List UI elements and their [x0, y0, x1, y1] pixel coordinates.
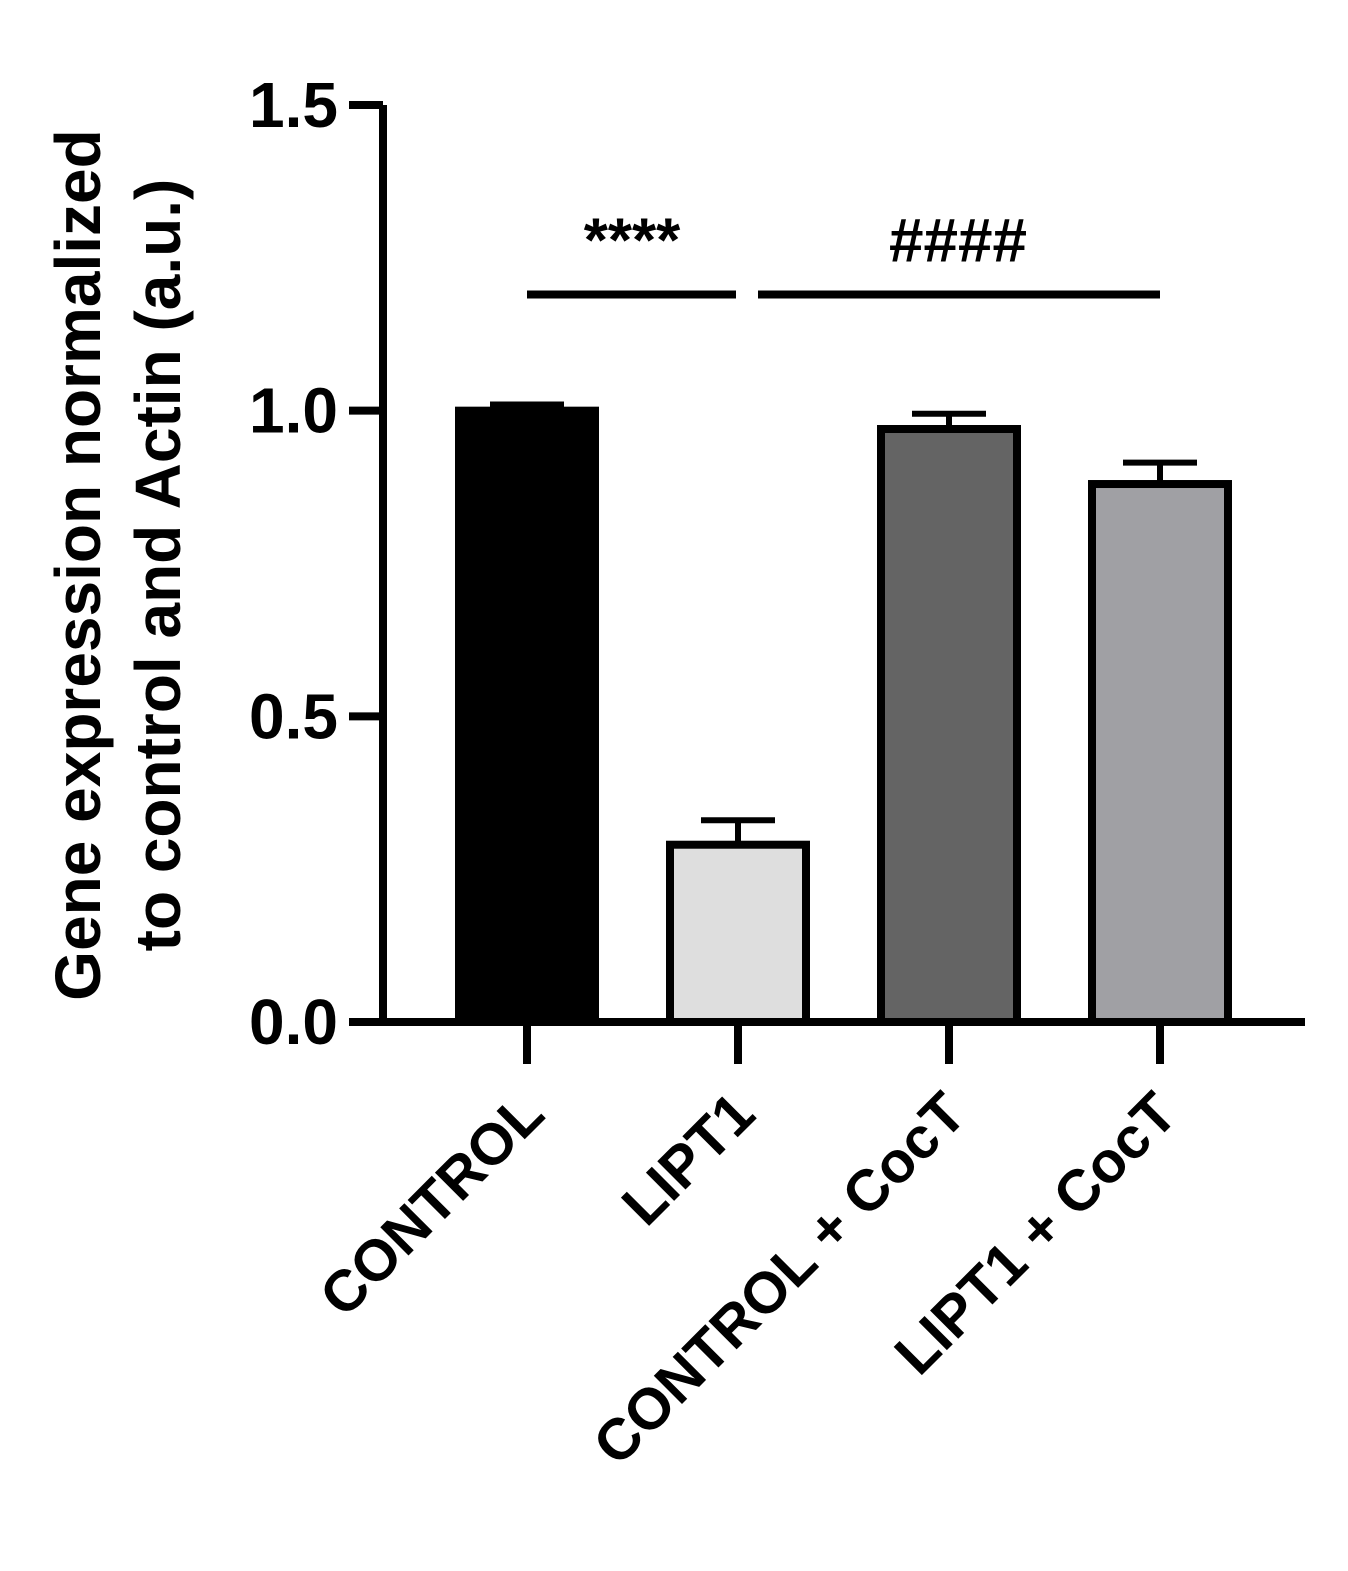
y-tick-label-3: 1.5 [249, 69, 338, 141]
x-tick-label-0: CONTROL [307, 1080, 556, 1329]
x-tick-label-2: CONTROL + CocT [581, 1080, 978, 1477]
y-axis-title-line-1: Gene expression normalized [42, 129, 114, 1000]
y-tick-label-0: 0.0 [249, 986, 338, 1058]
bar-3 [1088, 480, 1232, 1026]
y-tick-label-1: 0.5 [249, 680, 338, 752]
error-bars-group [490, 401, 1197, 845]
y-ticks-group: 0.0 0.5 1.0 1.5 [249, 69, 383, 1058]
significance-label-0: **** [584, 207, 681, 276]
significance-group: **** #### [527, 207, 1160, 299]
y-axis-title-line-2: to control and Actin (a.u.) [122, 179, 194, 952]
bars-group [455, 406, 1232, 1026]
bar-1 [666, 840, 810, 1026]
y-axis-title: Gene expression normalized to control an… [42, 129, 194, 1000]
bar-0 [455, 406, 599, 1026]
y-tick-label-2: 1.0 [249, 375, 338, 447]
x-tick-label-1: LIPT1 [610, 1080, 768, 1238]
significance-label-1: #### [889, 207, 1027, 276]
axes-group [349, 105, 1305, 1026]
bar-2 [877, 425, 1021, 1026]
